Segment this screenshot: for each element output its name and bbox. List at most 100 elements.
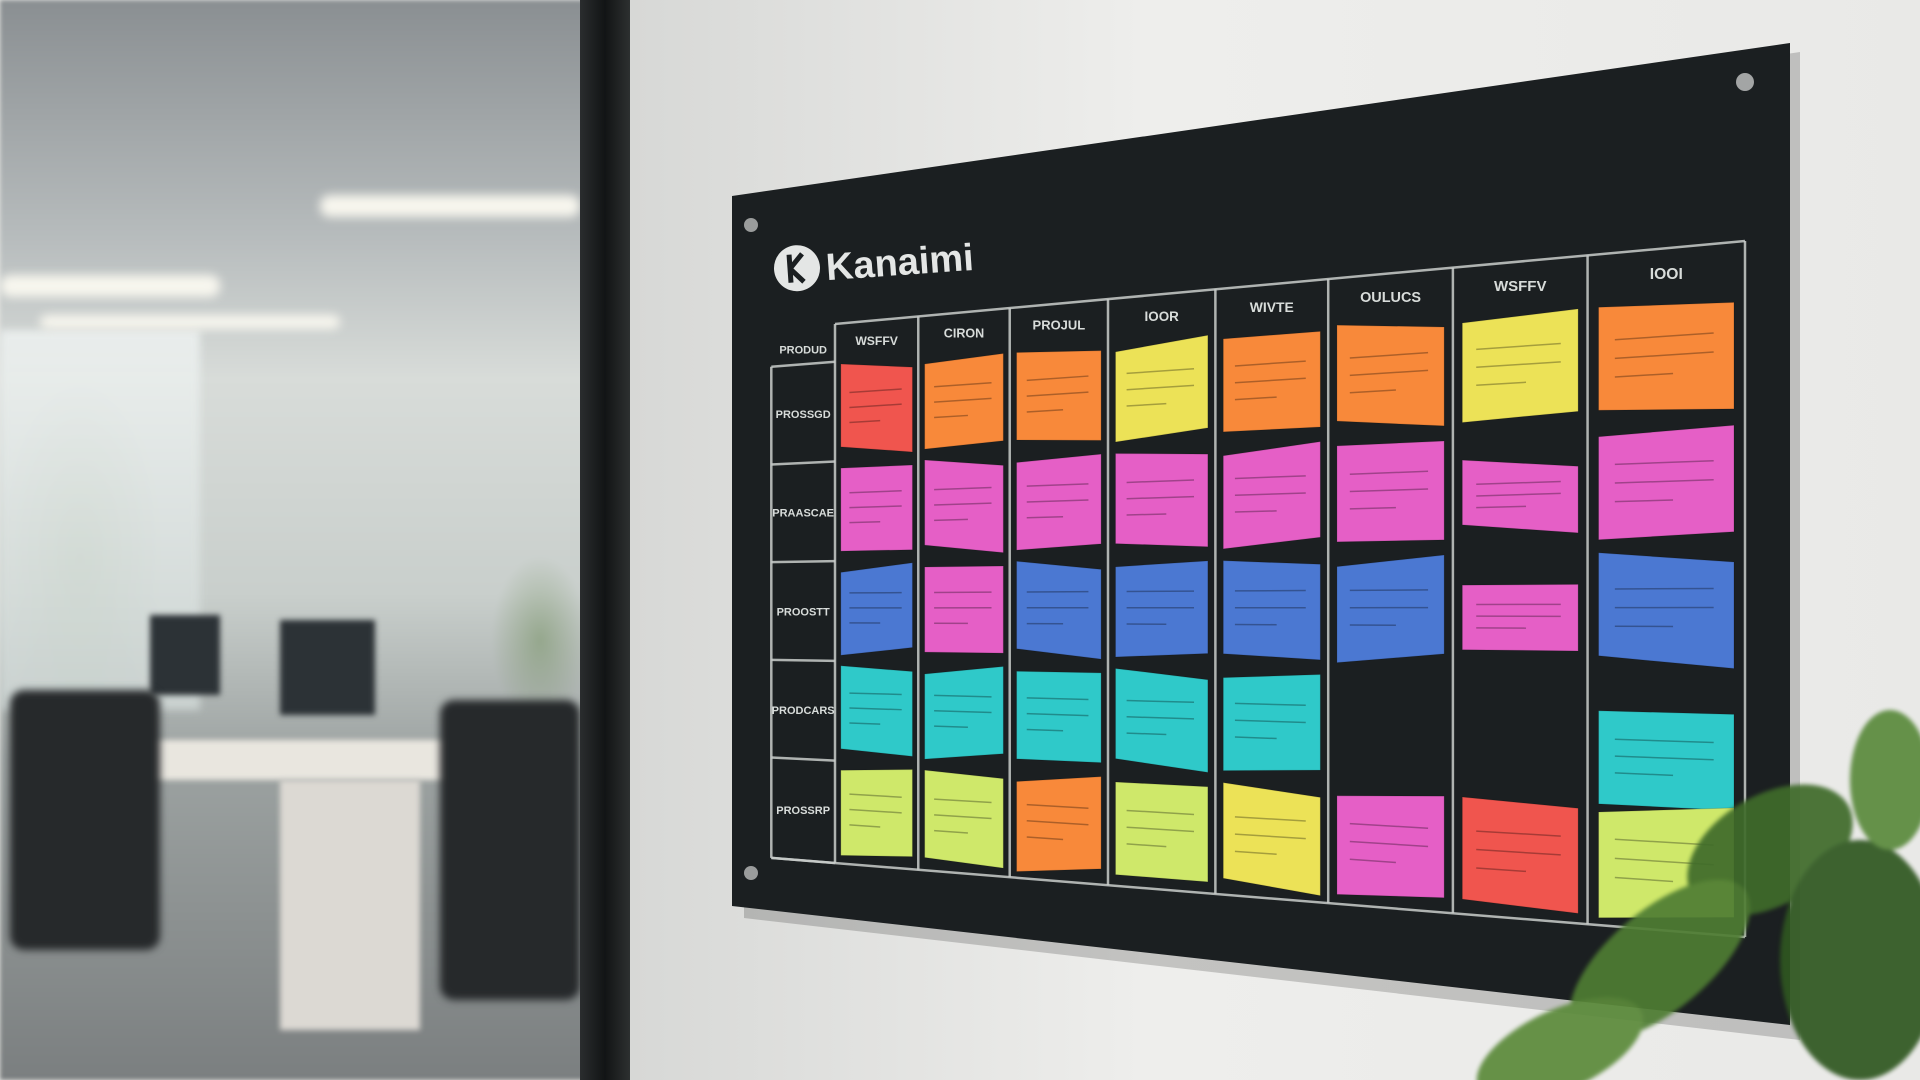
sticky-note-paper <box>1461 796 1579 914</box>
sticky-note <box>1016 453 1102 551</box>
note-scribble <box>1476 361 1561 369</box>
note-scribble <box>1614 479 1714 484</box>
note-scribble <box>1349 470 1429 475</box>
note-scribble <box>1614 372 1674 378</box>
drawer-cabinet <box>280 780 420 1030</box>
brand-name: Kanaimi <box>825 237 975 289</box>
note-scribble <box>1026 391 1089 397</box>
note-scribble <box>849 824 881 828</box>
note-scribble <box>1349 488 1429 493</box>
note-scribble <box>1026 697 1089 701</box>
note-scribble <box>849 419 881 424</box>
sticky-note-paper <box>1598 301 1735 411</box>
sticky-note-paper <box>840 562 913 656</box>
note-scribble <box>934 725 968 729</box>
sticky-note <box>1115 452 1209 548</box>
note-scribble <box>934 814 992 820</box>
note-scribble <box>1614 332 1714 341</box>
note-scribble <box>1476 848 1561 856</box>
column-header: WSFFV <box>855 334 898 348</box>
note-scribble <box>1234 360 1306 367</box>
note-scribble <box>1126 716 1195 720</box>
note-scribble <box>1234 816 1306 822</box>
sticky-note-paper <box>1336 440 1445 543</box>
sticky-note <box>1598 552 1735 670</box>
sticky-note <box>1461 583 1579 652</box>
sticky-note-paper <box>1598 424 1735 541</box>
note-scribble <box>1614 587 1714 590</box>
sticky-note-paper <box>1115 560 1209 658</box>
sticky-note-paper <box>924 352 1004 450</box>
row-label: PROSSRP <box>776 805 830 817</box>
sticky-note <box>1222 330 1321 433</box>
sticky-note-paper <box>1336 554 1445 664</box>
note-scribble <box>1026 483 1089 487</box>
sticky-note-paper <box>1222 673 1321 772</box>
sticky-note <box>840 665 913 757</box>
note-scribble <box>849 403 902 409</box>
sticky-note-paper <box>840 768 913 858</box>
sticky-note <box>1598 301 1735 411</box>
note-scribble <box>849 808 902 814</box>
sticky-note-paper <box>1461 583 1579 652</box>
note-scribble <box>1026 712 1089 717</box>
sticky-note-paper <box>840 363 913 453</box>
note-scribble <box>1026 375 1089 382</box>
note-scribble <box>1126 826 1195 833</box>
note-scribble <box>1234 719 1306 724</box>
note-scribble <box>1614 755 1714 761</box>
sticky-note-paper <box>1115 781 1209 883</box>
note-scribble <box>1126 699 1195 704</box>
column-header: IOOI <box>1650 266 1683 283</box>
note-scribble <box>934 502 992 506</box>
grid-top-line <box>834 239 1746 326</box>
note-scribble <box>1349 822 1429 829</box>
screw <box>744 218 758 232</box>
sticky-note-paper <box>1016 670 1102 764</box>
sticky-note <box>924 665 1004 760</box>
sticky-note <box>1222 673 1321 772</box>
note-scribble <box>1349 389 1396 394</box>
sticky-note <box>1115 560 1209 658</box>
note-scribble <box>1476 830 1561 837</box>
sticky-note <box>1598 710 1735 812</box>
row-label: PROSSGD <box>776 409 831 421</box>
note-scribble <box>1234 492 1306 496</box>
note-scribble <box>1476 381 1527 386</box>
sticky-note <box>1461 308 1579 423</box>
note-scribble <box>1234 396 1277 401</box>
note-scribble <box>1026 409 1064 413</box>
ceiling-light <box>40 315 340 329</box>
sticky-note <box>924 352 1004 450</box>
note-scribble <box>934 486 992 491</box>
plant-leaf <box>1476 997 1644 1080</box>
note-scribble <box>849 692 902 696</box>
sticky-note <box>1222 441 1321 550</box>
note-scribble <box>1614 499 1674 503</box>
note-scribble <box>1026 516 1064 519</box>
note-scribble <box>934 518 968 522</box>
sticky-note <box>1336 795 1445 899</box>
sticky-note-paper <box>1016 560 1102 660</box>
note-scribble <box>1126 479 1195 484</box>
note-scribble <box>1026 803 1089 809</box>
sticky-note <box>1016 560 1102 660</box>
sticky-note <box>1016 350 1102 441</box>
sticky-note <box>1336 324 1445 427</box>
sticky-note <box>1222 782 1321 897</box>
note-scribble <box>1349 840 1429 848</box>
sticky-note-paper <box>1598 552 1735 670</box>
column-header: OULUCS <box>1360 290 1421 306</box>
note-scribble <box>1614 876 1674 883</box>
column-header: WSFFV <box>1494 278 1547 295</box>
door-frame <box>580 0 630 1080</box>
note-scribble <box>1349 369 1429 377</box>
note-scribble <box>934 381 992 388</box>
note-scribble <box>1476 867 1527 873</box>
grid-row-line <box>771 658 836 663</box>
note-scribble <box>1126 513 1167 516</box>
sticky-note <box>924 459 1004 554</box>
note-scribble <box>934 694 992 698</box>
